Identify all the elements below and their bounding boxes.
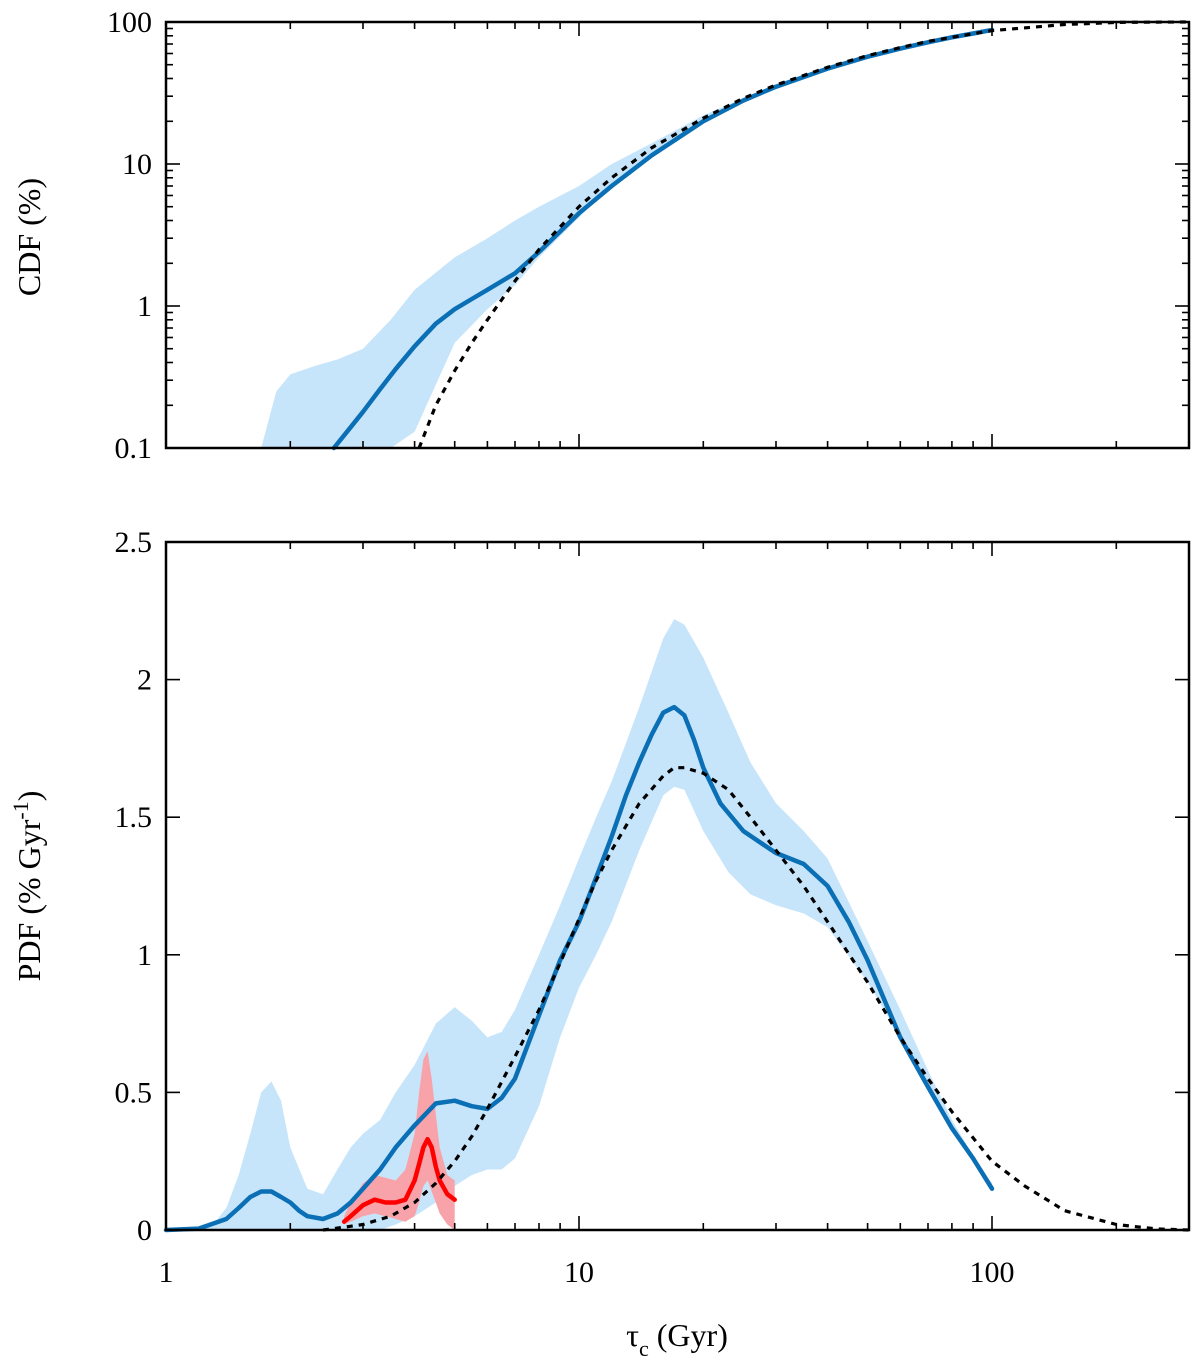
bottom-y-tick-label: 1.5 (115, 801, 153, 834)
bottom-young-band (344, 1051, 455, 1230)
top-y-tick-label: 100 (107, 6, 152, 39)
bottom-young-PDF-line (341, 1136, 457, 1224)
bottom-y-tick-label: 0 (137, 1214, 152, 1247)
y-title-main: PDF (% Gyr (11, 819, 47, 981)
top-y-axis-title: CDF (%) (11, 178, 47, 296)
top-confidence-band (261, 29, 992, 448)
top-CDF-line (331, 27, 995, 451)
top-y-tick-label: 0.1 (115, 432, 153, 465)
bottom-y-tick-label: 0.5 (115, 1076, 153, 1109)
bottom-y-tick-label: 1 (137, 939, 152, 972)
top-band-layer (261, 29, 992, 448)
bottom-y-tick-label: 2 (137, 664, 152, 697)
top-y-tick-label: 1 (137, 290, 152, 323)
top-line-layer (331, 20, 1190, 451)
x-title-subscript: c (639, 1336, 649, 1361)
bottom-plot-frame (164, 540, 1191, 1232)
bottom-x-axis-title: τc (Gyr) (626, 1317, 728, 1361)
y-title-superscript: -1 (8, 801, 33, 819)
top-model-line (417, 20, 1190, 449)
y-title-close: ) (11, 791, 47, 802)
bottom-x-tick-label: 1 (159, 1256, 174, 1289)
panel-bottom: 1 10 100 0 0.5 1 1.5 2 2.5 PDF (% Gyr-1) τc (Gyr… (8, 526, 1191, 1361)
top-plot-frame (164, 20, 1191, 450)
bottom-line-layer (163, 704, 1190, 1233)
bottom-x-tick-label: 10 (564, 1256, 594, 1289)
bottom-model-line (322, 766, 1190, 1232)
bottom-x-tick-label: 100 (970, 1256, 1015, 1289)
bottom-y-tick-label: 2.5 (115, 526, 153, 559)
bottom-y-axis-title: PDF (% Gyr-1) (8, 791, 47, 982)
top-tick-layer: 0.1 1 10 100 (107, 6, 1190, 465)
top-y-tick-label: 10 (122, 148, 152, 181)
x-title-unit: (Gyr) (649, 1317, 728, 1353)
panel-top: 0.1 1 10 100 CDF (%) (11, 6, 1191, 465)
x-title-tau: τ (626, 1317, 639, 1353)
